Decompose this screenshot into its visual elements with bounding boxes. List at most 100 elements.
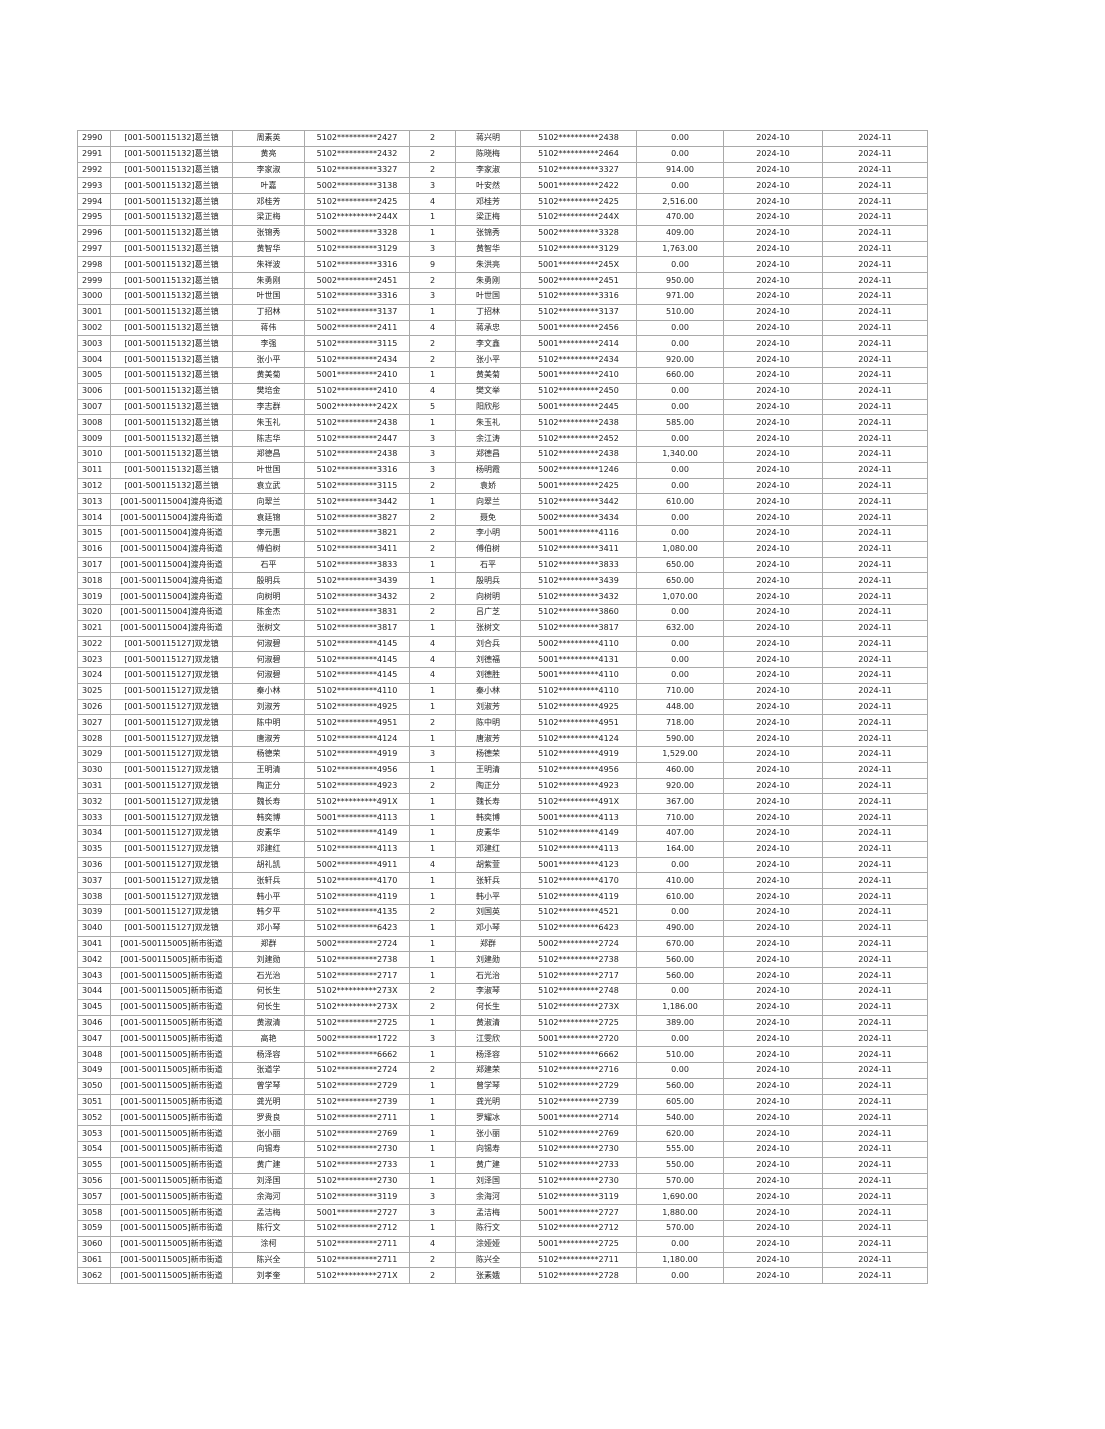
region-cell: [001-500115132]葛兰镇 <box>110 319 233 337</box>
row-number-cell: 3042 <box>77 951 111 969</box>
applicant-name-cell: 殷明兵 <box>232 572 305 590</box>
member-name-cell: 江雯欣 <box>455 1030 521 1048</box>
household-size-cell: 3 <box>409 445 456 463</box>
region-cell: [001-500115132]葛兰镇 <box>110 445 233 463</box>
amount-cell: 670.00 <box>636 935 724 953</box>
end-month-cell: 2024-11 <box>822 382 928 400</box>
row-number-cell: 3008 <box>77 414 111 432</box>
member-name-cell: 魏长寿 <box>455 793 521 811</box>
end-month-cell: 2024-11 <box>822 1093 928 1111</box>
end-month-cell: 2024-11 <box>822 208 928 226</box>
row-number-cell: 3046 <box>77 1014 111 1032</box>
member-id-cell: 5102**********244X <box>520 208 637 226</box>
member-id-cell: 5001**********2422 <box>520 177 637 195</box>
end-month-cell: 2024-11 <box>822 1125 928 1142</box>
applicant-name-cell: 何长生 <box>232 983 305 1000</box>
end-month-cell: 2024-11 <box>822 1204 928 1221</box>
applicant-id-cell: 5102**********2739 <box>304 1093 410 1111</box>
applicant-id-cell: 5102**********491X <box>304 793 410 811</box>
table-row: 3008 [001-500115132]葛兰镇 朱玉礼 5102**********2… <box>77 414 928 432</box>
member-id-cell: 5102**********3833 <box>520 556 637 574</box>
household-size-cell: 1 <box>409 761 456 779</box>
end-month-cell: 2024-11 <box>822 1251 928 1269</box>
amount-cell: 570.00 <box>636 1219 724 1237</box>
table-row: 3044 [001-500115005]新市街道 何长生 5102**********… <box>77 983 928 1000</box>
member-id-cell: 5102**********3137 <box>520 303 637 321</box>
applicant-name-cell: 龚光明 <box>232 1093 305 1111</box>
applicant-id-cell: 5102**********2438 <box>304 414 410 432</box>
start-month-cell: 2024-10 <box>723 540 823 558</box>
table-row: 3061 [001-500115005]新市街道 陈兴全 5102**********… <box>77 1251 928 1269</box>
table-row: 2998 [001-500115132]葛兰镇 朱祥波 5102**********3… <box>77 256 928 274</box>
end-month-cell: 2024-11 <box>822 256 928 274</box>
end-month-cell: 2024-11 <box>822 1014 928 1032</box>
applicant-id-cell: 5102**********2434 <box>304 351 410 368</box>
applicant-name-cell: 皮素华 <box>232 825 305 842</box>
end-month-cell: 2024-11 <box>822 1046 928 1064</box>
member-name-cell: 罗耀冰 <box>455 1109 521 1127</box>
applicant-id-cell: 5102**********3316 <box>304 256 410 274</box>
household-size-cell: 4 <box>409 382 456 400</box>
applicant-name-cell: 黄淑清 <box>232 1014 305 1032</box>
start-month-cell: 2024-10 <box>723 998 823 1016</box>
applicant-name-cell: 叶嘉 <box>232 177 305 195</box>
member-id-cell: 5001**********2425 <box>520 477 637 495</box>
amount-cell: 610.00 <box>636 493 724 511</box>
amount-cell: 710.00 <box>636 809 724 827</box>
region-cell: [001-500115005]新市街道 <box>110 1188 233 1206</box>
start-month-cell: 2024-10 <box>723 1251 823 1269</box>
applicant-id-cell: 5102**********3115 <box>304 335 410 353</box>
table-row: 3023 [001-500115127]双龙镇 何淑碧 5102**********4… <box>77 651 928 669</box>
applicant-name-cell: 叶世国 <box>232 287 305 305</box>
region-cell: [001-500115132]葛兰镇 <box>110 430 233 447</box>
applicant-id-cell: 5102**********3439 <box>304 572 410 590</box>
start-month-cell: 2024-10 <box>723 493 823 511</box>
member-id-cell: 5001**********4110 <box>520 667 637 684</box>
member-name-cell: 郑德昌 <box>455 445 521 463</box>
table-row: 2990 [001-500115132]葛兰镇 周素英 5102**********2… <box>77 130 928 147</box>
amount-cell: 0.00 <box>636 667 724 684</box>
region-cell: [001-500115132]葛兰镇 <box>110 272 233 289</box>
row-number-cell: 3028 <box>77 730 111 748</box>
row-number-cell: 3044 <box>77 983 111 1000</box>
household-size-cell: 2 <box>409 509 456 526</box>
start-month-cell: 2024-10 <box>723 240 823 258</box>
amount-cell: 605.00 <box>636 1093 724 1111</box>
amount-cell: 650.00 <box>636 556 724 574</box>
applicant-id-cell: 5102**********2410 <box>304 382 410 400</box>
start-month-cell: 2024-10 <box>723 1172 823 1190</box>
applicant-id-cell: 5102**********3442 <box>304 493 410 511</box>
applicant-id-cell: 5102**********271X <box>304 1267 410 1285</box>
applicant-id-cell: 5001**********4113 <box>304 809 410 827</box>
household-size-cell: 1 <box>409 208 456 226</box>
member-name-cell: 皮素华 <box>455 825 521 842</box>
start-month-cell: 2024-10 <box>723 935 823 953</box>
end-month-cell: 2024-11 <box>822 524 928 542</box>
member-id-cell: 5102**********3411 <box>520 540 637 558</box>
household-size-cell: 1 <box>409 682 456 700</box>
applicant-name-cell: 刘淑芳 <box>232 698 305 716</box>
row-number-cell: 3014 <box>77 509 111 526</box>
region-cell: [001-500115004]渡舟街道 <box>110 619 233 637</box>
member-id-cell: 5102**********2711 <box>520 1251 637 1269</box>
start-month-cell: 2024-10 <box>723 888 823 906</box>
start-month-cell: 2024-10 <box>723 224 823 242</box>
amount-cell: 1,180.00 <box>636 1251 724 1269</box>
region-cell: [001-500115132]葛兰镇 <box>110 224 233 242</box>
applicant-name-cell: 李元惠 <box>232 524 305 542</box>
table-row: 3012 [001-500115132]葛兰镇 袁立武 5102**********3… <box>77 477 928 495</box>
amount-cell: 1,186.00 <box>636 998 724 1016</box>
table-row: 3020 [001-500115004]渡舟街道 陈金杰 5102**********… <box>77 603 928 621</box>
member-id-cell: 5102**********4925 <box>520 698 637 716</box>
table-row: 3007 [001-500115132]葛兰镇 李志群 5002**********2… <box>77 398 928 416</box>
end-month-cell: 2024-11 <box>822 777 928 795</box>
start-month-cell: 2024-10 <box>723 746 823 763</box>
end-month-cell: 2024-11 <box>822 509 928 526</box>
applicant-id-cell: 5102**********244X <box>304 208 410 226</box>
table-row: 3043 [001-500115005]新市街道 石光治 5102**********… <box>77 967 928 985</box>
region-cell: [001-500115132]葛兰镇 <box>110 382 233 400</box>
member-id-cell: 5102**********2425 <box>520 193 637 210</box>
row-number-cell: 3058 <box>77 1204 111 1221</box>
amount-cell: 610.00 <box>636 888 724 906</box>
member-name-cell: 陈行文 <box>455 1219 521 1237</box>
